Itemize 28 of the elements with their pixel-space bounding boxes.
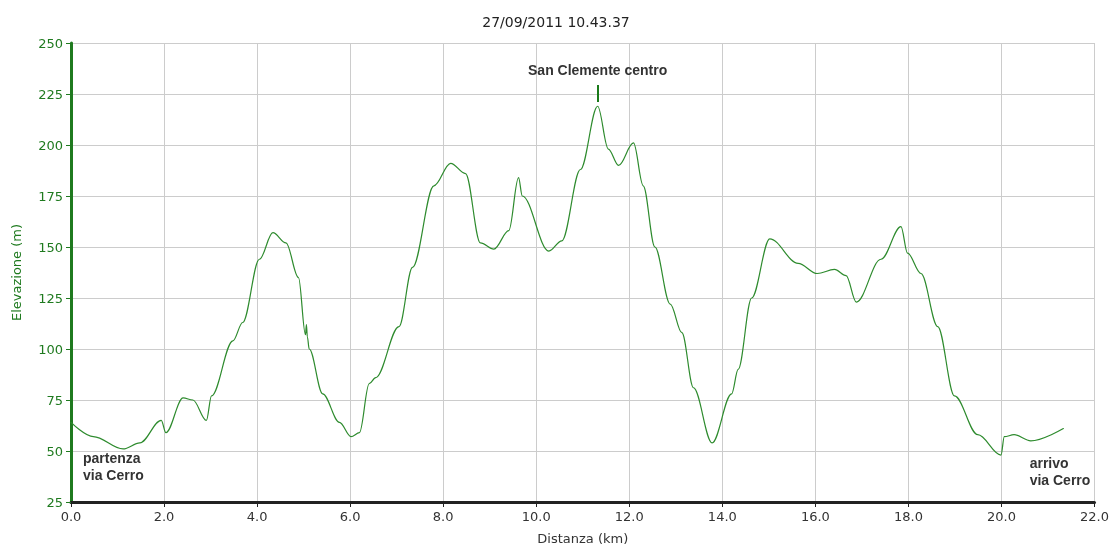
- x-tick-label: 22.0: [1080, 509, 1109, 524]
- x-axis-title: Distanza (km): [537, 531, 629, 546]
- y-axis-title: Elevazione (m): [9, 223, 24, 322]
- y-tick-label: 175: [38, 188, 63, 204]
- x-tick-label: 10.0: [521, 509, 551, 524]
- x-tick-label: 6.0: [339, 509, 361, 524]
- y-tick-label: 100: [38, 341, 63, 357]
- y-tick-label: 150: [38, 239, 63, 255]
- y-tick-label: 75: [46, 392, 63, 408]
- x-tick-label: 8.0: [432, 509, 454, 524]
- x-tick-label: 20.0: [987, 509, 1016, 524]
- x-tick-label: 18.0: [893, 509, 923, 524]
- x-tick-label: 0.0: [60, 509, 82, 524]
- y-tick-label: 225: [38, 86, 63, 102]
- chart-title: 27/09/2011 10.43.37: [482, 14, 630, 30]
- y-tick-label: 250: [38, 35, 63, 51]
- y-tick-label: 25: [46, 494, 63, 510]
- y-tick-label: 200: [38, 137, 63, 153]
- x-tick-label: 12.0: [614, 509, 644, 524]
- annotation: arrivo via Cerro: [1029, 454, 1091, 489]
- annotation: San Clemente centro: [528, 62, 668, 80]
- x-tick-label: 16.0: [800, 509, 830, 524]
- y-tick-label: 50: [46, 443, 63, 459]
- x-tick-label: 4.0: [246, 509, 268, 524]
- x-tick-label: 14.0: [707, 509, 737, 524]
- annotation: partenza via Cerro: [83, 450, 144, 485]
- y-tick-label: 125: [38, 290, 63, 306]
- x-tick-label: 2.0: [153, 509, 175, 524]
